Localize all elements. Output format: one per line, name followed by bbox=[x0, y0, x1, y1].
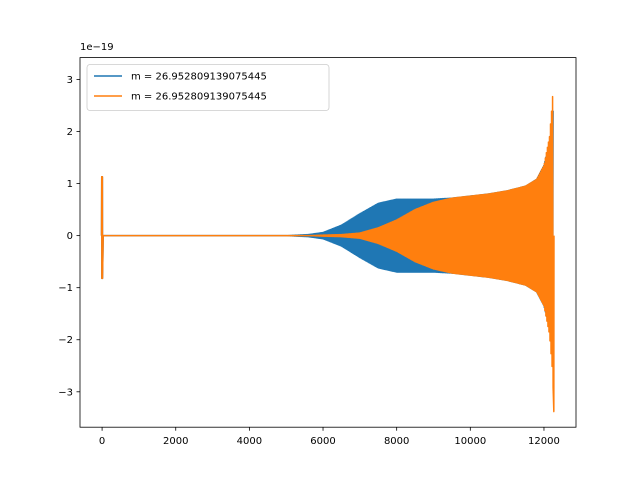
y-tick-label: −3 bbox=[58, 387, 73, 398]
y-axis: −3 −2 −1 0 1 2 3 bbox=[58, 75, 80, 398]
x-axis: 0 2000 4000 6000 8000 10000 12000 bbox=[99, 427, 560, 447]
y-tick-label: 0 bbox=[67, 231, 73, 242]
x-tick-label: 0 bbox=[99, 436, 105, 447]
legend-label: m = 26.952809139075445 bbox=[131, 72, 267, 83]
series-line-2 bbox=[100, 95, 555, 413]
x-tick-label: 4000 bbox=[237, 436, 262, 447]
x-tick-label: 8000 bbox=[384, 436, 409, 447]
x-tick-label: 2000 bbox=[163, 436, 188, 447]
y-tick-label: 3 bbox=[67, 75, 73, 86]
y-tick-label: −2 bbox=[58, 335, 73, 346]
axes-frame bbox=[79, 57, 577, 428]
y-tick-label: 1 bbox=[67, 179, 73, 190]
legend: m = 26.952809139075445 m = 26.95280913907… bbox=[86, 64, 330, 111]
plot-lines bbox=[100, 95, 555, 413]
y-tick-label: −1 bbox=[58, 283, 73, 294]
y-offset-label: 1e−19 bbox=[80, 42, 114, 53]
x-tick-label: 12000 bbox=[528, 436, 560, 447]
x-tick-label: 6000 bbox=[310, 436, 335, 447]
legend-box bbox=[86, 64, 330, 111]
legend-label: m = 26.952809139075445 bbox=[131, 92, 267, 103]
y-tick-label: 2 bbox=[67, 127, 73, 138]
x-tick-label: 10000 bbox=[454, 436, 486, 447]
